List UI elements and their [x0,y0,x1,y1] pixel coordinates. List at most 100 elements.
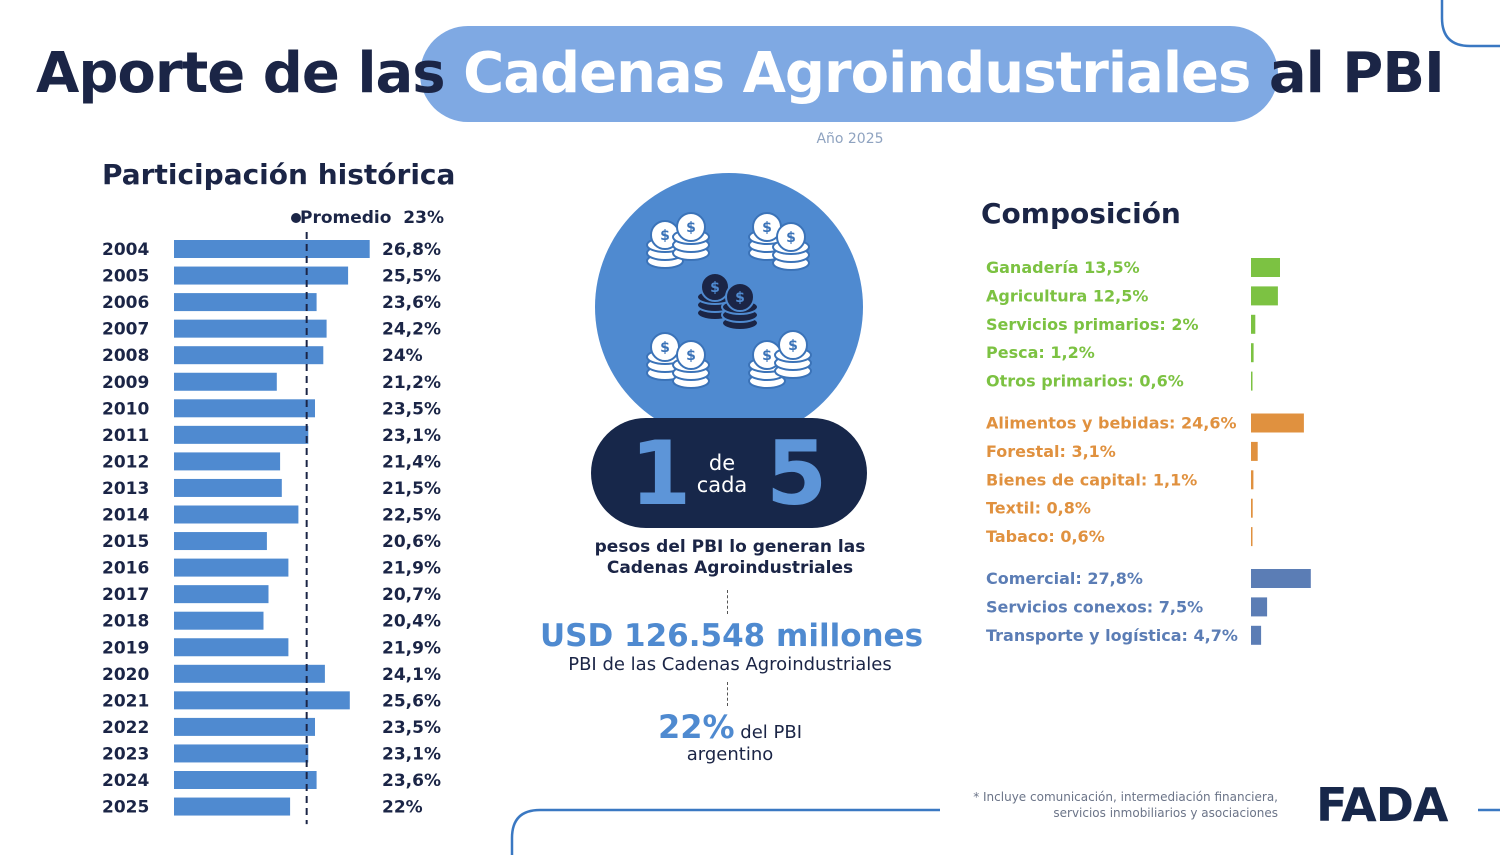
composition-bar [1251,371,1253,391]
history-bar [174,425,309,444]
history-bar [174,717,315,736]
history-value-label: 22,5% [382,506,441,526]
history-value-label: 25,6% [382,691,441,711]
history-bar [174,346,324,365]
history-bar [174,372,277,391]
composition-bar [1251,569,1311,588]
year-label: 2019 [102,638,149,658]
title-post: al PBI [1250,41,1445,106]
title-pre: Aporte de las [36,41,464,106]
composition-label: Forestal: 3,1% [986,442,1116,461]
historical-heading: Participación histórica [102,158,456,191]
history-value-label: 21,4% [382,452,441,472]
average-marker-dot [291,213,301,223]
history-bar [174,240,370,258]
history-bar [174,293,317,312]
composition-bar [1251,470,1254,490]
history-value-label: 24,2% [382,320,441,340]
year-label: 2018 [102,612,149,632]
ratio-de-text: de [708,451,736,475]
year-label: 2013 [102,479,149,499]
average-label-text: Promedio [300,208,392,228]
composition-label: Comercial: 27,8% [986,569,1143,588]
history-value-label: 22% [382,798,423,818]
composition-label: Pesca: 1,2% [986,343,1095,362]
composition-bar [1251,625,1262,645]
composition-label: Agricultura 12,5% [986,286,1148,305]
history-bar [174,611,264,630]
history-bar [174,664,325,683]
history-bar [174,266,349,285]
year-label: 2016 [102,559,149,579]
title-highlight: Cadenas Agroindustriales [463,41,1251,106]
history-value-label: 20,6% [382,532,441,552]
year-label: 2017 [102,585,149,605]
pbi-share-text: del PBI [734,722,803,743]
page-title: Aporte de las Cadenas Agroindustriales a… [36,36,1445,112]
average-value: 23% [403,208,444,228]
coins-circle: $ $ [595,173,863,441]
history-value-label: 23,5% [382,718,441,738]
year-label: 2004 [102,240,149,260]
history-bar [174,771,317,789]
ratio-pill [591,418,867,528]
year-label: 2006 [102,293,149,313]
history-bar [174,558,289,577]
year-label: 2023 [102,744,149,764]
composition-label: Otros primarios: 0,6% [986,372,1184,391]
year-label: 2010 [102,399,149,419]
composition-bar [1251,498,1253,518]
pbi-share: 22% del PBI [600,708,860,746]
history-bar [174,638,289,657]
history-value-label: 24,1% [382,665,441,685]
history-value-label: 20,4% [382,612,441,632]
fada-logo: FADA [1316,778,1449,832]
footnote: * Incluye comunicación, intermediación f… [973,790,1278,820]
year-label: 2022 [102,718,149,738]
composition-label: Tabaco: 0,6% [986,527,1105,546]
year-label: 2024 [102,771,149,791]
history-bar [174,585,269,604]
composition-bar [1251,527,1253,547]
ratio-caption: pesos del PBI lo generan las Cadenas Agr… [594,537,866,578]
composition-bar-chart: Ganadería 13,5% Agricultura 12,5% Servicio… [986,258,1311,645]
composition-bar [1251,597,1268,617]
composition-label: Alimentos y bebidas: 24,6% [986,414,1237,433]
year-label: Año 2025 [816,131,884,147]
average-label: Promedio 23% [300,208,444,228]
year-label: 2008 [102,346,149,366]
ratio-number-5: 5 [766,422,828,525]
year-label: 2015 [102,532,149,552]
composition-bar [1251,413,1304,433]
usd-caption: PBI de las Cadenas Agroindustriales [568,654,892,675]
history-value-label: 21,5% [382,479,441,499]
history-value-label: 23,6% [382,293,441,313]
history-bar [174,478,282,497]
history-bar [174,505,299,524]
composition-label: Transporte y logística: 4,7% [986,626,1238,645]
history-bar [174,532,267,551]
year-label: 2012 [102,452,149,472]
year-label: 2014 [102,506,149,526]
composition-bar [1251,441,1258,461]
year-label: 2020 [102,665,149,685]
year-label: 2025 [102,798,149,818]
history-value-label: 23,5% [382,399,441,419]
year-label: 2005 [102,267,149,287]
composition-label: Servicios conexos: 7,5% [986,597,1203,616]
usd-value: USD 126.548 millones [540,618,924,654]
title-highlight-pill [420,26,1278,122]
history-bar [174,319,327,338]
composition-label: Bienes de capital: 1,1% [986,470,1197,489]
history-value-label: 23,6% [382,771,441,791]
connector-line [727,682,728,706]
composition-bar [1251,314,1256,334]
history-value-label: 21,2% [382,373,441,393]
history-value-label: 21,9% [382,559,441,579]
pbi-share-value: 22% [657,708,735,746]
composition-bar [1251,343,1254,363]
coins-icon: $ $ [646,212,812,389]
connector-line [727,590,728,614]
composition-bar [1251,286,1278,306]
